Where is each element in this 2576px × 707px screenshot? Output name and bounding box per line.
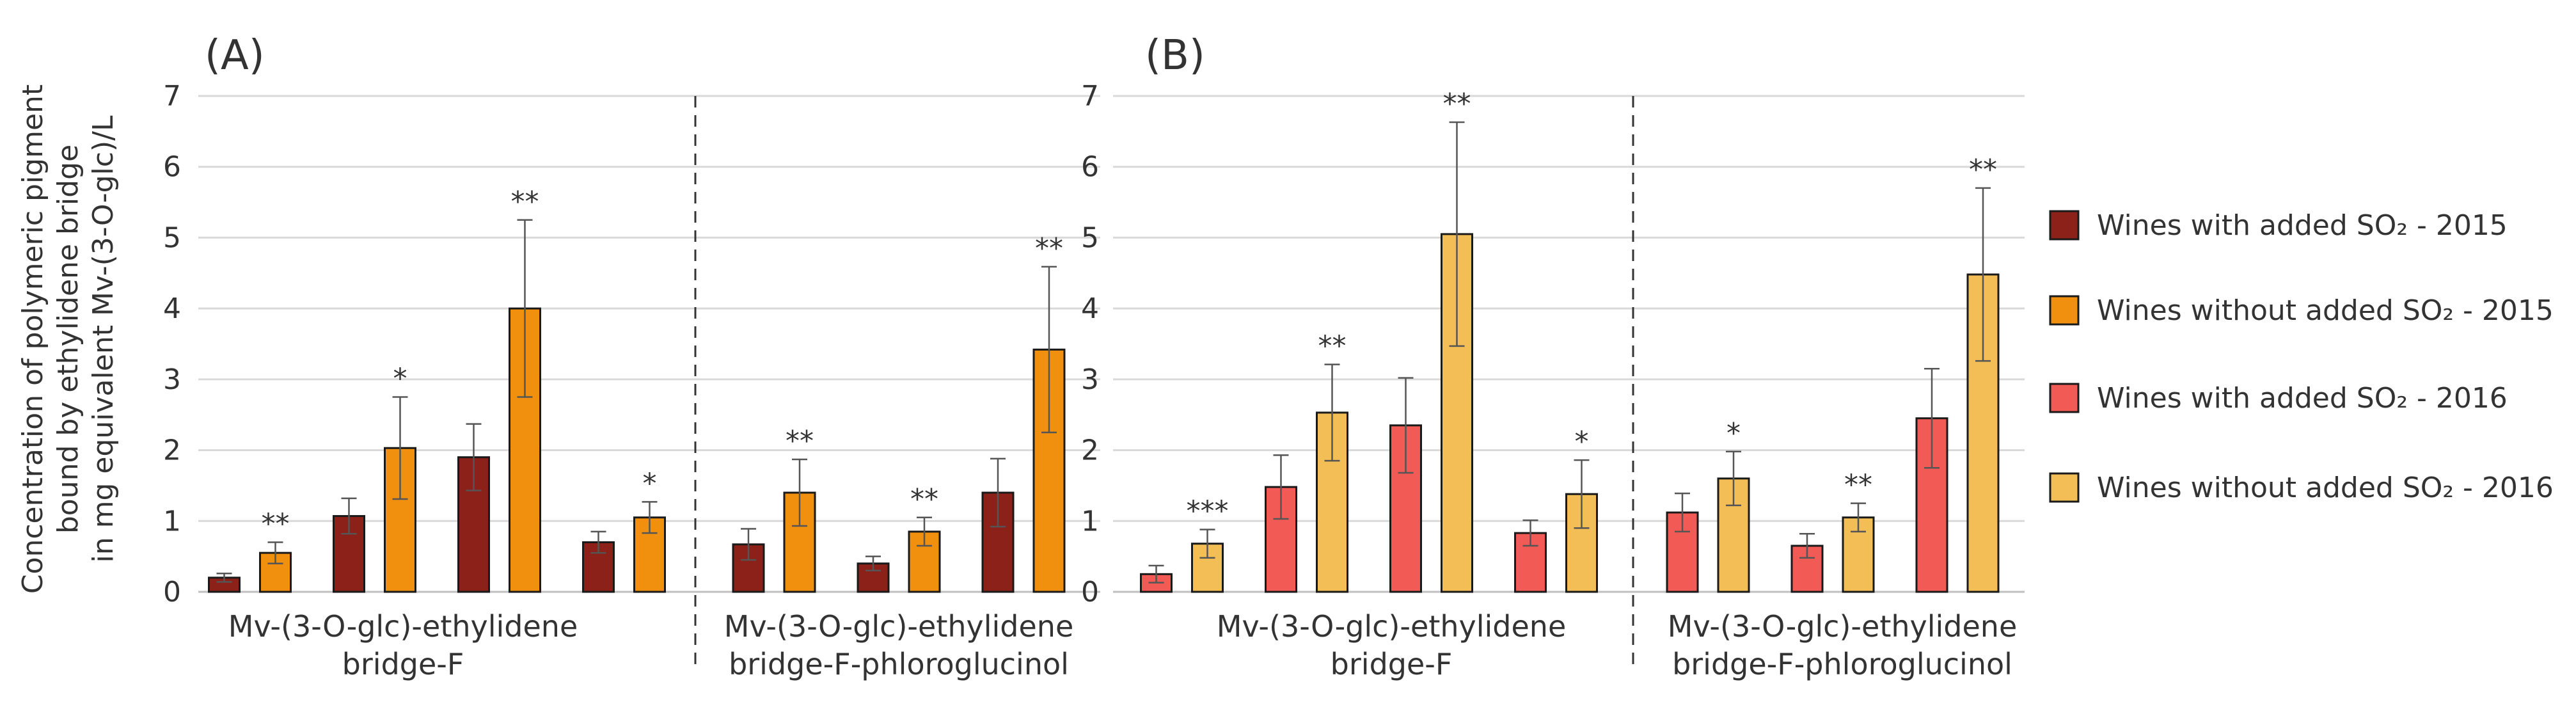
significance-marker: * [1575,425,1589,458]
significance-marker: *** [1187,495,1229,528]
legend-swatch [2049,472,2080,503]
y-tick-label: 1 [163,505,181,537]
bar [333,515,365,593]
y-tick-label: 4 [1081,292,1099,325]
category-label: Mv-(3-O-glc)-ethylidene [724,609,1074,644]
significance-marker: ** [1969,154,1997,186]
significance-marker: ** [1443,88,1471,120]
category-label: bridge-F-phloroglucinol [1672,647,2012,681]
y-tick-label: 3 [163,363,181,396]
significance-marker: ** [1318,330,1347,363]
significance-marker: ** [511,186,539,218]
panel-label: (A) [205,32,265,79]
significance-marker: ** [1844,469,1872,502]
legend-swatch [2049,383,2080,413]
significance-marker: ** [1035,232,1063,265]
significance-marker: * [1727,417,1741,450]
category-label: Mv-(3-O-glc)-ethylidene [228,609,578,644]
legend-swatch [2049,295,2080,326]
y-tick-label: 7 [1081,80,1099,113]
y-tick-label: 5 [1081,221,1099,254]
y-axis-title-line: in mg equivalent Mv-(3-O-glc)/L [87,115,120,562]
bar [908,530,941,593]
y-tick-label: 2 [163,434,181,467]
panel-b: 01234567(B)********Mv-(3-O-glc)-ethylide… [1081,32,2025,681]
legend-label: Wines without added SO₂ - 2016 [2097,472,2554,504]
category-label: Mv-(3-O-glc)-ethylidene [1668,609,2018,644]
y-tick-label: 5 [163,221,181,254]
y-axis-title: Concentration of polymeric pigment bound … [17,84,120,594]
panel-label: (B) [1145,32,1205,79]
category-label: bridge-F [1331,647,1453,681]
y-axis-title-line: Concentration of polymeric pigment [17,84,49,594]
bar [259,552,292,593]
legend-label: Wines with added SO₂ - 2015 [2097,209,2508,242]
y-axis-title-line: bound by ethylidene bridge [52,145,84,534]
y-tick-label: 6 [163,151,181,184]
category-label: bridge-F-phloroglucinol [729,647,1069,681]
legend-label: Wines with added SO₂ - 2016 [2097,382,2508,415]
y-tick-label: 0 [1081,576,1099,608]
y-tick-label: 7 [163,80,181,113]
y-tick-label: 3 [1081,363,1099,396]
category-label: bridge-F [342,647,464,681]
y-tick-label: 1 [1081,505,1099,537]
significance-marker: * [643,467,657,500]
category-label: Mv-(3-O-glc)-ethylidene [1217,609,1567,644]
legend-swatch [2049,210,2080,241]
significance-marker: ** [910,483,938,516]
significance-marker: * [393,363,407,395]
significance-marker: ** [262,508,290,541]
panel-a: 01234567(A)******Mv-(3-O-glc)-ethylidene… [163,32,1100,681]
y-tick-label: 2 [1081,434,1099,467]
legend: Wines with added SO₂ - 2015 Wines without… [2049,209,2554,504]
y-tick-label: 4 [163,292,181,325]
legend-label: Wines without added SO₂ - 2015 [2097,294,2554,327]
bar [1966,273,2000,593]
y-tick-label: 6 [1081,151,1099,184]
y-tick-label: 0 [163,576,181,608]
significance-marker: ** [786,425,814,457]
